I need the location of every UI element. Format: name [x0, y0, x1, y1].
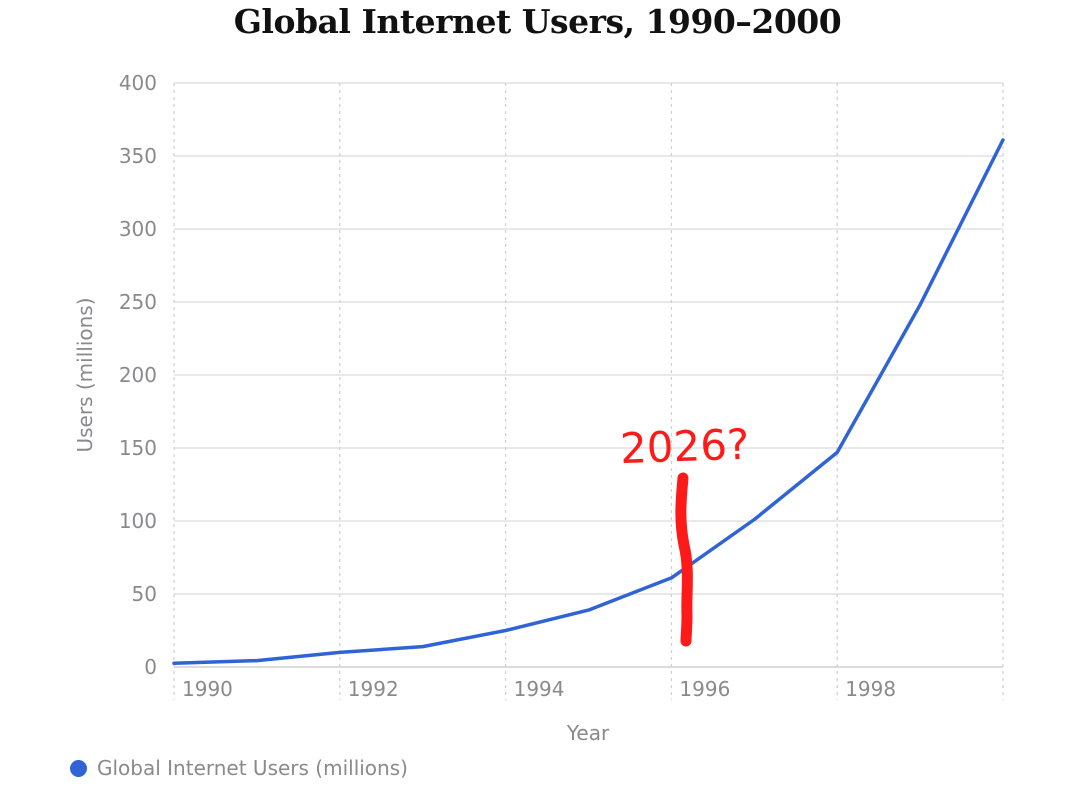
y-tick-label: 50 [132, 582, 157, 606]
x-axis-ticks: 1990 1992 1994 1996 1998 [182, 677, 896, 701]
series-line [172, 138, 1005, 665]
y-axis-ticks: 0 50 100 150 200 250 300 350 400 [119, 71, 157, 679]
y-axis-label: Users (millions) [73, 297, 97, 452]
x-tick-label: 1990 [182, 677, 233, 701]
x-tick-label: 1994 [514, 677, 565, 701]
annotation-text: 2026? [619, 420, 750, 473]
y-tick-label: 0 [144, 655, 157, 679]
x-tick-label: 1998 [845, 677, 896, 701]
x-axis-label: Year [566, 721, 610, 745]
y-tick-label: 250 [119, 290, 157, 314]
y-tick-label: 300 [119, 217, 157, 241]
y-tick-label: 150 [119, 436, 157, 460]
x-tick-label: 1996 [679, 677, 730, 701]
y-tick-label: 350 [119, 144, 157, 168]
horizontal-gridlines [174, 82, 1003, 595]
y-tick-label: 400 [119, 71, 157, 95]
chart-title: Global Internet Users, 1990–2000 [233, 2, 842, 41]
legend-label: Global Internet Users (millions) [97, 756, 408, 780]
legend: Global Internet Users (millions) [70, 756, 408, 780]
series-layer [172, 138, 1005, 665]
annotation-stroke [675, 472, 693, 647]
vertical-gridlines [173, 83, 1004, 700]
y-tick-label: 200 [119, 363, 157, 387]
legend-swatch [70, 759, 87, 777]
x-tick-label: 1992 [348, 677, 399, 701]
y-tick-label: 100 [119, 509, 157, 533]
